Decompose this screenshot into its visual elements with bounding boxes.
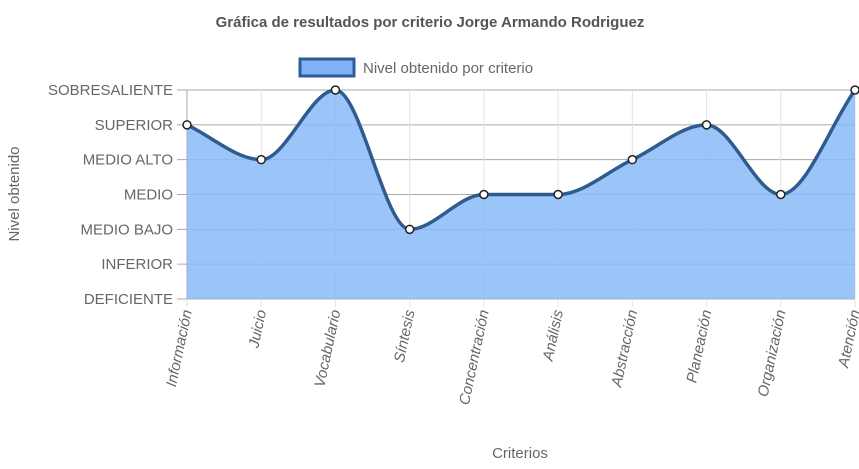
data-point[interactable] xyxy=(404,224,415,235)
chart-title: Gráfica de resultados por criterio Jorge… xyxy=(216,14,645,31)
x-tick-label: Atención xyxy=(835,308,859,370)
data-points[interactable] xyxy=(182,85,859,235)
y-tick-label: SUPERIOR xyxy=(95,117,174,134)
data-point[interactable] xyxy=(256,154,266,165)
legend[interactable]: Nivel obtenido por criterio xyxy=(298,57,533,78)
data-point[interactable] xyxy=(776,189,786,200)
data-point[interactable] xyxy=(627,154,638,165)
y-tick-label: SOBRESALIENTE xyxy=(48,82,173,99)
legend-label: Nivel obtenido por criterio xyxy=(363,60,533,77)
x-tick-label: Abstracción xyxy=(608,308,641,389)
y-tick-label: INFERIOR xyxy=(101,256,173,273)
y-axis-title: Nivel obtenido xyxy=(6,146,23,241)
x-tick-label: Juicio xyxy=(245,308,270,350)
y-tick-label: MEDIO BAJO xyxy=(80,221,173,238)
data-point[interactable] xyxy=(553,189,563,200)
x-axis-title: Criterios xyxy=(492,445,548,462)
data-point[interactable] xyxy=(330,85,341,95)
data-point[interactable] xyxy=(182,120,192,130)
x-tick-label: Análisis xyxy=(539,308,567,364)
y-tick-label: MEDIO ALTO xyxy=(83,152,173,169)
legend-swatch xyxy=(298,57,356,78)
y-tick-label: MEDIO xyxy=(124,187,173,204)
x-tick-label: Planeación xyxy=(683,308,715,384)
x-tick-label: Síntesis xyxy=(391,308,419,364)
data-point[interactable] xyxy=(850,85,859,95)
data-point[interactable] xyxy=(701,120,712,130)
x-axis-ticks: Información Juicio Vocabulario Síntesis Conc… xyxy=(163,308,859,407)
x-tick-label: Concentración xyxy=(456,308,493,406)
y-axis-ticks: DEFICIENTE INFERIOR MEDIO BAJO MEDIO MEDIO A… xyxy=(48,82,173,308)
x-tick-label: Organización xyxy=(755,308,790,398)
x-tick-label: Información xyxy=(163,308,196,388)
x-tick-label: Vocabulario xyxy=(311,308,344,388)
data-point[interactable] xyxy=(479,189,489,200)
data-area xyxy=(186,88,857,299)
series-line xyxy=(186,88,857,232)
y-tick-label: DEFICIENTE xyxy=(84,291,173,308)
